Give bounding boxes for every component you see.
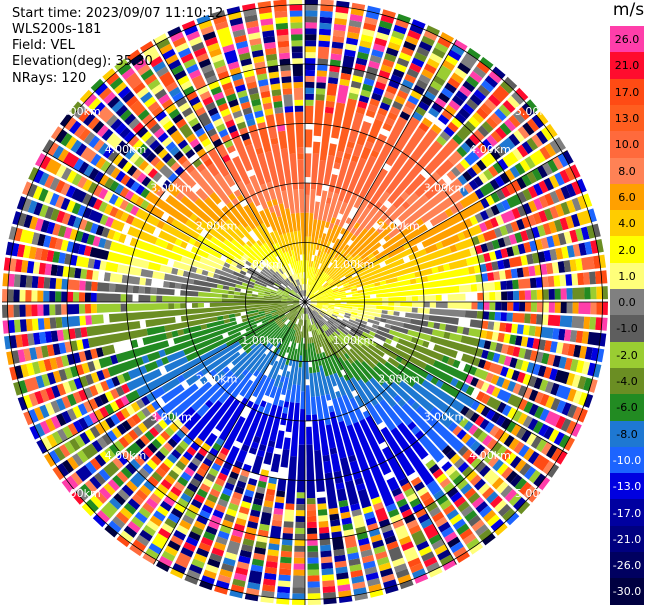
colorbar-label: 17.0 [614,85,640,99]
colorbar-segment [610,578,644,606]
range-ring-label: 4.00km [469,143,511,156]
colorbar-segment [610,183,644,211]
elevation-text: Elevation(deg): 35.30 [12,54,153,69]
velocity-gates [2,10,601,599]
colorbar-segment [610,131,644,159]
range-ring-label: 2.00km [196,220,238,233]
colorbar-segment [610,236,644,264]
colorbar-label: -10.0 [612,453,642,467]
colorbar-label: 0.0 [618,296,636,310]
range-ring-label: 1.00km [333,334,375,347]
range-ring-label: 2.00km [196,373,238,386]
colorbar-segment [610,525,644,553]
range-ring-labels: 1.00km 1.00km 1.00km 1.00km 2.00km 2.00km 2.00… [59,105,556,500]
colorbar-segment [610,315,644,343]
colorbar-label: -6.0 [616,401,638,415]
velocity-gates [14,31,582,591]
azimuth-line [153,39,457,565]
nrays-text: NRays: 120 [12,71,87,86]
colorbar-label: 6.0 [618,190,636,204]
range-ring-label: 3.00km [150,181,192,194]
colorbar-segment [610,104,644,132]
range-ring-label: 5.00km [515,105,557,118]
colorbar-segment [610,289,644,316]
colorbar-label: -2.0 [616,348,638,362]
colorbar-segment [610,26,644,53]
velocity-gates [7,2,595,588]
range-ring-label: 5.00km [59,105,101,118]
colorbar-label: 10.0 [614,138,640,152]
colorbar-label: -21.0 [612,532,642,546]
colorbar-segment [610,473,644,501]
colorbar-label: -8.0 [616,427,638,441]
range-ring-label: 3.00km [424,411,466,424]
colorbar-label: 8.0 [618,164,636,178]
colorbar-label: 2.0 [618,243,636,257]
range-ring-label: 2.00km [378,373,420,386]
colorbar-segment [610,499,644,527]
range-ring-label: 4.00km [105,449,147,462]
colorbar-segment [610,420,644,448]
velocity-gates [4,10,602,600]
velocity-gates [2,14,608,592]
velocity-field [2,0,609,606]
range-ring-label: 5.00km [59,487,101,500]
colorbar-segment [610,52,644,80]
velocity-gates [14,1,577,574]
colorbar-label: -17.0 [612,506,642,520]
range-ring-label: 3.00km [424,181,466,194]
colorbar-label: -1.0 [616,322,638,336]
colorbar-segment [610,157,644,185]
colorbar-segment [610,367,644,395]
colorbar-segment [610,446,644,474]
velocity-gates [97,112,480,499]
start-time-text: Start time: 2023/09/07 11:10:12 [12,6,224,21]
colorbar-label: 26.0 [614,33,640,47]
colorbar-segment [610,552,644,579]
colorbar-label: 1.0 [618,269,636,283]
colorbar-label: -13.0 [612,480,642,494]
colorbar-label: 13.0 [614,112,640,126]
field-text: Field: VEL [12,38,75,53]
colorbar-label: -26.0 [612,559,642,573]
colorbar-segment [610,341,644,369]
colorbar-label: -4.0 [616,375,638,389]
station-name-text: WLS200s-181 [12,22,102,37]
range-ring-label: 1.00km [333,258,375,271]
range-ring-label: 4.00km [469,449,511,462]
velocity-gates [20,11,606,579]
range-grid [2,0,608,605]
colorbar-label: -30.0 [612,585,642,599]
range-ring-label: 1.00km [241,258,283,271]
range-ring-label: 5.00km [515,487,557,500]
range-ring-label: 4.00km [105,143,147,156]
velocity-gates [13,0,601,605]
colorbar-segment [610,78,644,106]
colorbar-segment [610,394,644,422]
range-ring-label: 2.00km [378,220,420,233]
colorbar-segment [610,262,644,290]
colorbar-segment [610,210,644,238]
colorbar-unit: m/s [612,0,645,20]
range-ring-label: 1.00km [241,334,283,347]
colorbar-label: 4.0 [618,217,636,231]
range-ring-label: 3.00km [150,411,192,424]
colorbar-label: 21.0 [614,59,640,73]
